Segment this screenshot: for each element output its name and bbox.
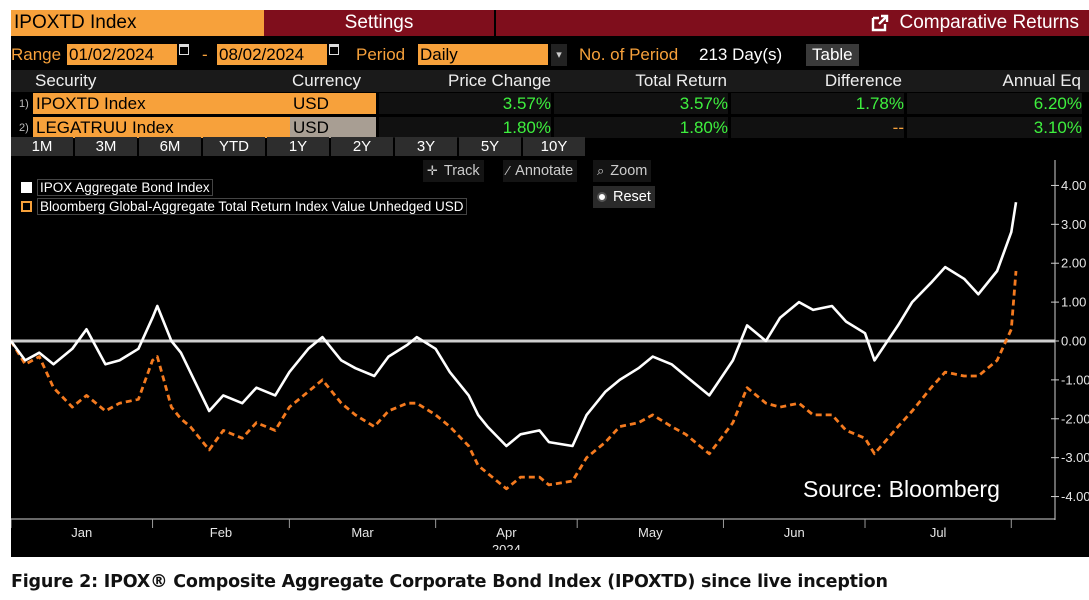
title-bar: IPOXTD Index Settings Comparative Return… bbox=[11, 10, 1089, 36]
num-period-value: 213 Day(s) bbox=[699, 45, 783, 64]
y-tick-label: 2.00 bbox=[1061, 256, 1086, 271]
x-tick-label: Mar bbox=[351, 525, 374, 540]
calendar-icon[interactable] bbox=[179, 44, 189, 55]
zoom-button[interactable]: ⌕ Zoom bbox=[593, 160, 652, 182]
function-title: Comparative Returns bbox=[899, 12, 1079, 33]
col-security[interactable]: Security bbox=[35, 71, 97, 90]
figure-caption: Figure 2: IPOX® Composite Aggregate Corp… bbox=[11, 572, 888, 592]
difference-value: -- bbox=[731, 117, 904, 138]
range-end-input[interactable]: 08/02/2024 bbox=[217, 44, 327, 65]
x-tick-label: May bbox=[638, 525, 663, 540]
legend-item[interactable]: IPOX Aggregate Bond Index bbox=[21, 178, 467, 197]
security-name[interactable]: LEGATRUU Index bbox=[33, 117, 290, 138]
col-total-return[interactable]: Total Return bbox=[635, 71, 727, 90]
legend-swatch-solid bbox=[21, 182, 32, 193]
magnifier-icon: ⌕ bbox=[597, 163, 605, 178]
period-button-10y[interactable]: 10Y bbox=[523, 137, 585, 156]
settings-button[interactable]: Settings bbox=[264, 10, 496, 36]
col-price-change[interactable]: Price Change bbox=[447, 71, 551, 90]
comparative-returns-chart[interactable]: 4.00 3.00 2.00 1.00 0.00 -1.00 -2.00 -3.00 -4.00… bbox=[11, 160, 1089, 550]
returns-table-header: Security Currency Price Change Total Ret… bbox=[11, 70, 1089, 92]
period-select[interactable]: Daily bbox=[418, 44, 548, 65]
y-tick-label: -2.00 bbox=[1061, 411, 1089, 426]
period-button-bar: 1M 3M 6M YTD 1Y 2Y 3Y 5Y 10Y bbox=[11, 137, 611, 157]
price-change-value: 3.57% bbox=[379, 93, 551, 114]
chevron-down-icon[interactable]: ▾ bbox=[551, 44, 567, 66]
y-tick-label: 1.00 bbox=[1061, 295, 1086, 310]
y-tick-label: 4.00 bbox=[1061, 178, 1086, 193]
x-tick-label: Jun bbox=[784, 525, 805, 540]
track-label: Track bbox=[443, 163, 480, 179]
y-tick-label: 0.00 bbox=[1061, 334, 1086, 349]
currency-value: USD bbox=[290, 117, 376, 138]
legend-swatch-dashed bbox=[21, 201, 32, 212]
legend-label: Bloomberg Global-Aggregate Total Return … bbox=[37, 198, 467, 215]
row-index: 1) bbox=[19, 98, 29, 110]
x-tick-label: Jan bbox=[71, 525, 92, 540]
period-button-2y[interactable]: 2Y bbox=[331, 137, 393, 156]
range-label: Range bbox=[11, 45, 62, 64]
range-separator: - bbox=[202, 45, 208, 64]
num-period-label: No. of Period bbox=[579, 45, 679, 64]
crosshair-icon: ✛ bbox=[427, 163, 438, 178]
range-controls: Range 01/02/2024 - 08/02/2024 Period Dai… bbox=[11, 44, 1089, 66]
external-link-icon bbox=[872, 14, 889, 32]
x-tick-label: Apr bbox=[496, 525, 517, 540]
y-tick-label: -1.00 bbox=[1061, 372, 1089, 387]
annotate-button[interactable]: ⁄ Annotate bbox=[503, 160, 578, 182]
series-line-ipox[interactable] bbox=[11, 201, 1018, 448]
legend-item[interactable]: Bloomberg Global-Aggregate Total Return … bbox=[21, 197, 467, 216]
period-button-5y[interactable]: 5Y bbox=[459, 137, 521, 156]
ticker-field[interactable]: IPOXTD Index bbox=[11, 10, 264, 36]
col-difference[interactable]: Difference bbox=[824, 71, 902, 90]
x-axis-label: 2024 bbox=[492, 542, 521, 550]
total-return-value: 1.80% bbox=[554, 117, 728, 138]
source-note: Source: Bloomberg bbox=[803, 476, 1000, 502]
price-change-value: 1.80% bbox=[379, 117, 551, 138]
calendar-icon[interactable] bbox=[329, 44, 339, 55]
reset-label: Reset bbox=[613, 189, 651, 205]
track-button[interactable]: ✛ Track bbox=[423, 160, 484, 182]
pencil-icon: ⁄ bbox=[507, 163, 510, 178]
bloomberg-terminal-panel: IPOXTD Index Settings Comparative Return… bbox=[11, 10, 1089, 557]
col-currency[interactable]: Currency bbox=[292, 71, 361, 90]
table-button[interactable]: Table bbox=[806, 44, 859, 66]
range-start-input[interactable]: 01/02/2024 bbox=[67, 44, 177, 65]
radio-dot-icon bbox=[597, 192, 607, 202]
y-tick-label: -3.00 bbox=[1061, 450, 1089, 465]
period-button-3m[interactable]: 3M bbox=[75, 137, 137, 156]
x-tick-label: Feb bbox=[210, 525, 232, 540]
annotate-label: Annotate bbox=[515, 163, 574, 179]
difference-value: 1.78% bbox=[731, 93, 904, 114]
period-button-1y[interactable]: 1Y bbox=[267, 137, 329, 156]
row-index: 2) bbox=[19, 122, 29, 134]
security-name[interactable]: IPOXTD Index bbox=[33, 93, 290, 114]
col-annual-eq[interactable]: Annual Eq bbox=[1002, 71, 1081, 90]
annual-eq-value: 3.10% bbox=[907, 117, 1082, 138]
series-line-bloomberg-global-agg[interactable] bbox=[11, 270, 1018, 491]
reset-button[interactable]: Reset bbox=[593, 186, 655, 208]
table-row[interactable]: 2) LEGATRUU Index USD 1.80% 1.80% -- 3.1… bbox=[11, 117, 1089, 139]
legend-label: IPOX Aggregate Bond Index bbox=[37, 179, 213, 196]
table-row[interactable]: 1) IPOXTD Index USD 3.57% 3.57% 1.78% 6.… bbox=[11, 93, 1089, 115]
total-return-value: 3.57% bbox=[554, 93, 728, 114]
zoom-label: Zoom bbox=[610, 163, 648, 179]
comparative-returns-button[interactable]: Comparative Returns bbox=[871, 10, 1079, 36]
annual-eq-value: 6.20% bbox=[907, 93, 1082, 114]
period-button-3y[interactable]: 3Y bbox=[395, 137, 457, 156]
period-button-1m[interactable]: 1M bbox=[11, 137, 73, 156]
x-tick-label: Jul bbox=[930, 525, 947, 540]
y-tick-label: -4.00 bbox=[1061, 489, 1089, 504]
period-button-ytd[interactable]: YTD bbox=[203, 137, 265, 156]
currency-value: USD bbox=[290, 93, 376, 114]
period-label: Period bbox=[356, 45, 406, 64]
chart-legend: IPOX Aggregate Bond Index Bloomberg Glob… bbox=[21, 178, 467, 216]
period-button-6m[interactable]: 6M bbox=[139, 137, 201, 156]
y-tick-label: 3.00 bbox=[1061, 217, 1086, 232]
